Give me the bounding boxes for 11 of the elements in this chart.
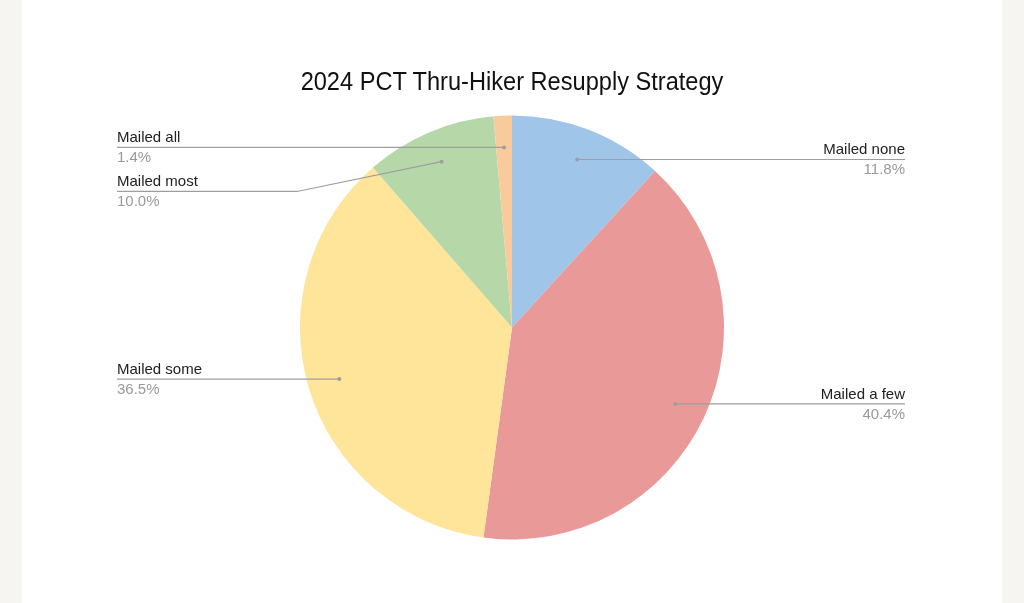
slice-label: Mailed some (117, 359, 203, 377)
chart-title: 2024 PCT Thru-Hiker Resupply Strategy (300, 67, 725, 96)
slice-label: Mailed most (117, 172, 199, 190)
data-label: 40.4% (862, 404, 905, 422)
data-label: 11.8% (863, 160, 905, 178)
slice-label: Mailed a few (820, 384, 906, 402)
data-label: 10.0% (117, 192, 160, 210)
slice-label: Mailed all (117, 128, 181, 146)
data-label: 36.5% (117, 379, 160, 397)
slice-label: Mailed none (823, 140, 905, 158)
data-label: 1.4% (117, 148, 152, 166)
